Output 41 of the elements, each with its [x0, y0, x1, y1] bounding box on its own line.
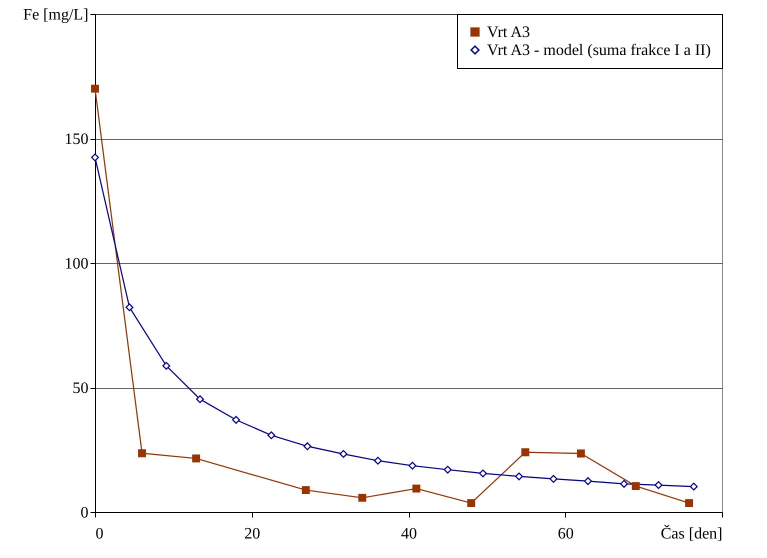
point [126, 303, 134, 312]
point [685, 499, 694, 507]
point [408, 462, 416, 470]
y-tick-label: 150 [64, 131, 88, 148]
point [162, 362, 170, 370]
point [302, 486, 310, 494]
point [374, 456, 382, 465]
point [584, 477, 592, 486]
point [521, 448, 530, 456]
point [654, 481, 662, 490]
point [91, 153, 99, 162]
point [690, 482, 698, 491]
x-tick-label: 40 [401, 526, 417, 542]
point [467, 499, 476, 507]
y-tick-label: 50 [72, 380, 88, 397]
point [412, 484, 420, 493]
point [339, 450, 348, 458]
x-tick-label: Čas [den] [660, 524, 722, 542]
x-tick-label: 0 [96, 526, 104, 542]
point [91, 84, 99, 93]
point [632, 482, 640, 490]
point [576, 450, 585, 458]
x-tick-label: 20 [244, 526, 260, 542]
legend-label: Vrt A3 [487, 24, 530, 41]
legend-label: Vrt A3 - model (suma frakce I a II) [487, 42, 711, 59]
point [267, 431, 276, 440]
point [479, 469, 487, 478]
point [444, 466, 452, 474]
y-tick-label: 100 [64, 256, 88, 272]
y-tick-label: 0 [80, 504, 88, 522]
y-tick-label: Fe [mg/L] [23, 6, 88, 24]
point [358, 494, 366, 502]
x-tick-label: 60 [558, 526, 574, 542]
point [303, 442, 312, 450]
point [192, 454, 200, 462]
point [196, 395, 204, 404]
point [620, 480, 628, 488]
point [515, 472, 523, 480]
point [232, 416, 240, 424]
point [550, 474, 558, 483]
point [138, 449, 146, 458]
